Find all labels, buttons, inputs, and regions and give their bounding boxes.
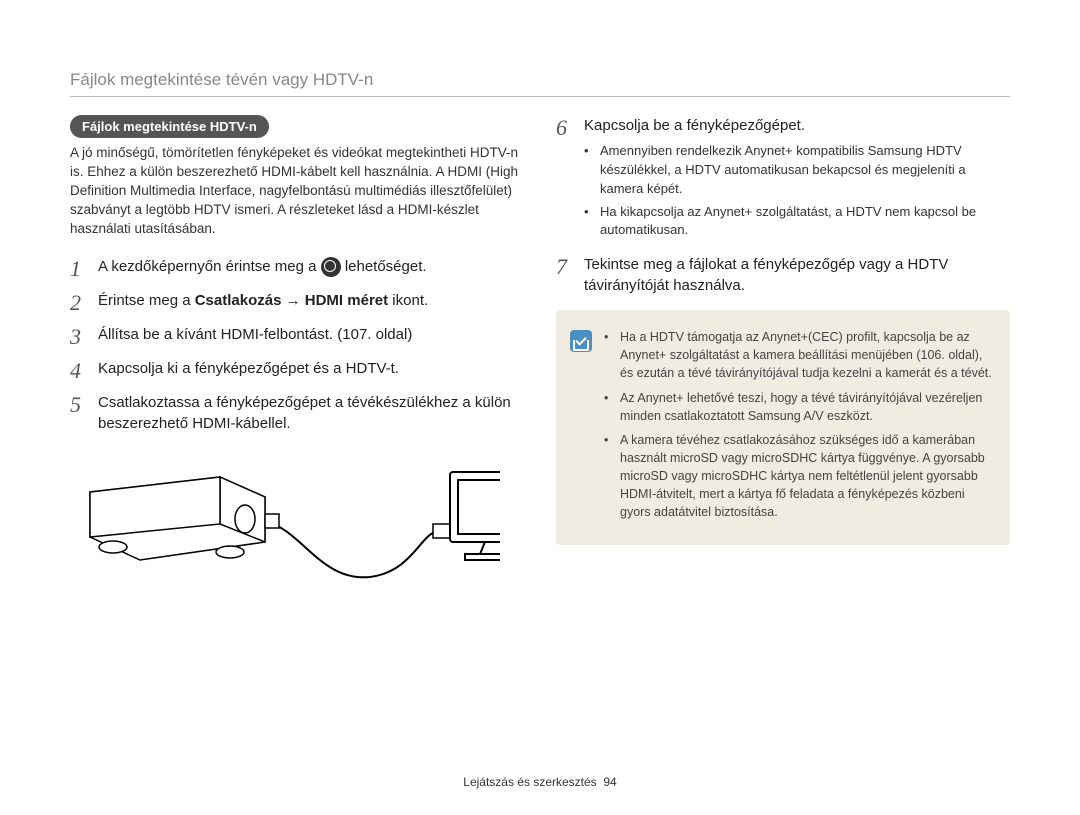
step-number: 2 <box>70 290 88 314</box>
step-2: 2 Érintse meg a Csatlakozás → HDMI méret… <box>70 290 524 314</box>
step-body: Érintse meg a Csatlakozás → HDMI méret i… <box>98 290 524 314</box>
step-text-b: ikont. <box>392 292 428 309</box>
step-number: 3 <box>70 324 88 348</box>
step-number: 5 <box>70 392 88 434</box>
step-5: 5 Csatlakoztassa a fényképezőgépet a tév… <box>70 392 524 434</box>
bullet-icon: • <box>584 142 592 199</box>
step-number: 1 <box>70 256 88 280</box>
step-sublist: •Amennyiben rendelkezik Anynet+ kompatib… <box>584 142 1010 240</box>
bullet-icon: • <box>604 389 612 425</box>
step-6: 6 Kapcsolja be a fényképezőgépet. •Amenn… <box>556 115 1010 244</box>
intro-paragraph: A jó minőségű, tömörítetlen fényképeket … <box>70 144 524 238</box>
note-list: •Ha a HDTV támogatja az Anynet+(CEC) pro… <box>604 328 992 527</box>
footer-page: 94 <box>603 775 616 789</box>
step-1: 1 A kezdőképernyőn érintse meg a lehetős… <box>70 256 524 280</box>
step-body: Állítsa be a kívánt HDMI-felbontást. (10… <box>98 324 524 348</box>
step-text: Kapcsolja be a fényképezőgépet. <box>584 115 1010 136</box>
bullet-icon: • <box>584 203 592 241</box>
step-text-b: lehetőséget. <box>345 258 427 275</box>
bullet-icon: • <box>604 431 612 522</box>
step-body: A kezdőképernyőn érintse meg a lehetőség… <box>98 256 524 280</box>
step-body: Csatlakoztassa a fényképezőgépet a tévék… <box>98 392 524 434</box>
sub-text: Amennyiben rendelkezik Anynet+ kompatibi… <box>600 142 1010 199</box>
step-body: Tekintse meg a fájlokat a fényképezőgép … <box>584 254 1010 296</box>
footer-label: Lejátszás és szerkesztés <box>463 775 596 789</box>
bullet-icon: • <box>604 328 612 382</box>
page-footer: Lejátszás és szerkesztés 94 <box>0 775 1080 789</box>
step-body: Kapcsolja ki a fényképezőgépet és a HDTV… <box>98 358 524 382</box>
note-icon <box>570 330 592 352</box>
note-text: Az Anynet+ lehetővé teszi, hogy a tévé t… <box>620 389 992 425</box>
step-3: 3 Állítsa be a kívánt HDMI-felbontást. (… <box>70 324 524 348</box>
step-bold: Csatlakozás → HDMI méret <box>195 292 388 309</box>
note-box: •Ha a HDTV támogatja az Anynet+(CEC) pro… <box>556 310 1010 545</box>
note-text: Ha a HDTV támogatja az Anynet+(CEC) prof… <box>620 328 992 382</box>
step-body: Kapcsolja be a fényképezőgépet. •Amennyi… <box>584 115 1010 244</box>
step-number: 4 <box>70 358 88 382</box>
content-columns: Fájlok megtekintése HDTV-n A jó minőségű… <box>70 115 1010 607</box>
note-text: A kamera tévéhez csatlakozásához szükség… <box>620 431 992 522</box>
section-pill: Fájlok megtekintése HDTV-n <box>70 115 269 138</box>
right-column: 6 Kapcsolja be a fényképezőgépet. •Amenn… <box>556 115 1010 607</box>
step-number: 7 <box>556 254 574 296</box>
step-text-a: A kezdőképernyőn érintse meg a <box>98 258 321 275</box>
left-column: Fájlok megtekintése HDTV-n A jó minőségű… <box>70 115 524 607</box>
sub-text: Ha kikapcsolja az Anynet+ szolgáltatást,… <box>600 203 1010 241</box>
step-number: 6 <box>556 115 574 244</box>
connection-diagram <box>70 452 524 607</box>
page-header: Fájlok megtekintése tévén vagy HDTV-n <box>70 70 1010 97</box>
settings-icon <box>321 257 341 277</box>
step-4: 4 Kapcsolja ki a fényképezőgépet és a HD… <box>70 358 524 382</box>
step-7: 7 Tekintse meg a fájlokat a fényképezőgé… <box>556 254 1010 296</box>
step-text-a: Érintse meg a <box>98 292 195 309</box>
